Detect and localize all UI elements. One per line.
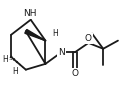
Polygon shape	[25, 29, 45, 41]
Text: O: O	[71, 69, 78, 78]
Text: O: O	[85, 34, 92, 43]
Text: N: N	[58, 48, 65, 57]
Text: H: H	[2, 55, 8, 64]
Text: H: H	[12, 67, 18, 76]
Text: H: H	[52, 29, 58, 38]
Text: NH: NH	[23, 9, 36, 18]
Text: ··: ··	[8, 57, 13, 63]
